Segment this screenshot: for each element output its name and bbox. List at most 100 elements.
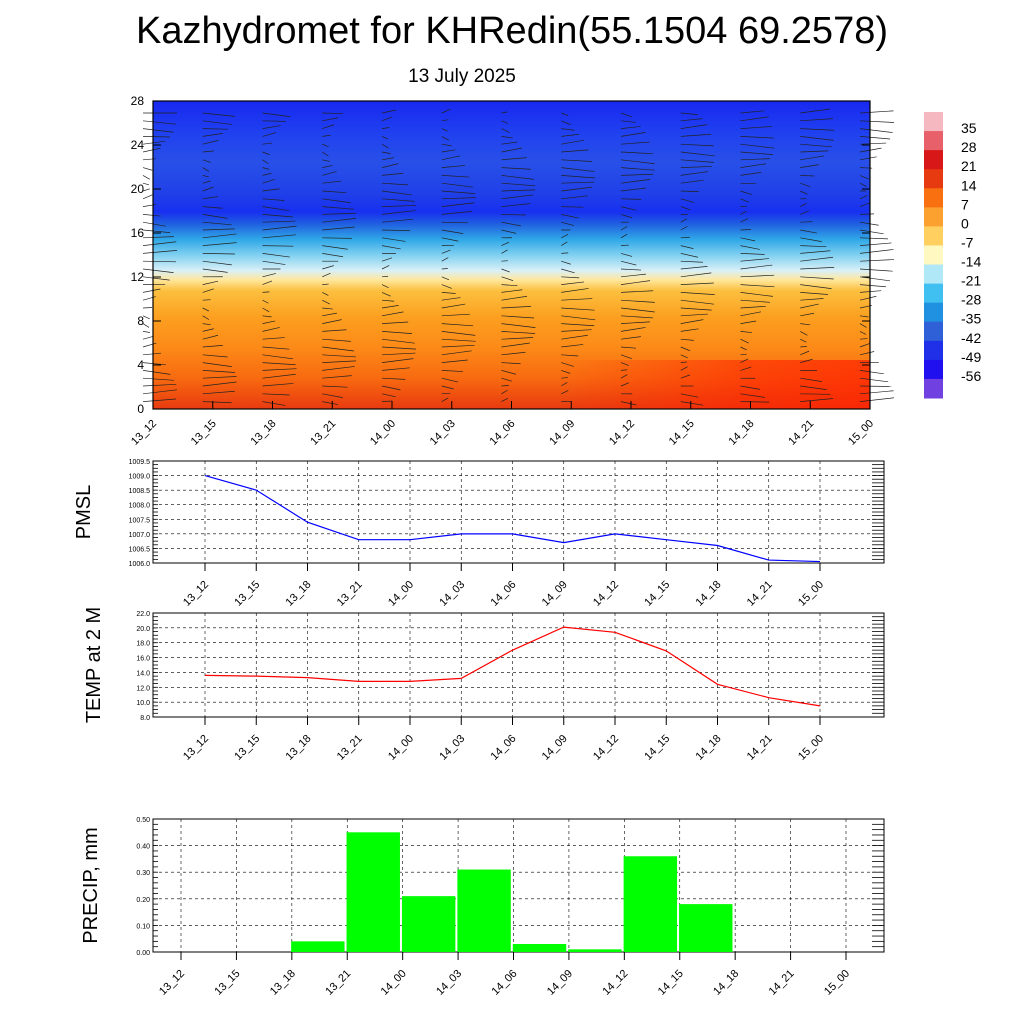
xtick-label: 14_00 [386,733,416,763]
wind-barb [561,307,595,311]
wind-barb [202,315,210,320]
wind-barb [501,260,508,262]
wind-barb [740,358,749,363]
wind-barb [142,370,171,375]
wind-barb [800,298,824,301]
wind-barb [561,181,595,184]
wind-barb [441,175,470,178]
wind-barb [322,124,335,129]
wind-barb [381,304,399,309]
wind-barb [142,315,150,320]
wind-barb [740,116,769,122]
wind-barb [501,362,521,365]
wind-barb [262,280,273,285]
xtick-label: 15_00 [796,733,826,763]
wind-barb [142,383,177,387]
wind-barb [381,198,415,202]
wind-barb [441,211,472,215]
wind-barb [859,147,882,153]
wind-barb [381,172,404,176]
wind-barb [441,229,464,234]
ytick-label: 20.0 [136,626,150,633]
wind-barb [680,354,688,359]
wind-barb [202,186,214,192]
wind-barb [501,323,536,328]
xtick-label: 14_09 [540,579,570,609]
wind-barb [859,120,894,123]
wind-barb [381,218,414,223]
wind-barb [381,358,414,363]
wind-barb [322,237,352,239]
heatmap-ytick-label: 16 [131,226,145,240]
wind-barb [680,260,703,263]
wind-barb [202,288,214,293]
wind-barb [740,292,773,297]
wind-barb [620,214,633,219]
xtick-label: 14_09 [540,733,570,763]
xtick-label: 14_12 [591,579,621,609]
wind-barb [322,134,331,137]
ylabel: PMSL [73,485,95,539]
wind-barb [561,298,593,301]
wind-barb [501,167,531,170]
line-panel-frame [152,460,885,564]
wind-barb [620,260,637,266]
wind-barb [322,117,339,122]
wind-barb [322,375,352,379]
wind-barb [680,282,714,285]
wind-barb [381,190,412,196]
wind-barb [620,354,632,359]
wind-barb [322,272,331,278]
wind-barb [740,190,753,195]
wind-barb [800,182,811,188]
wind-barb [501,120,508,124]
colorbar-segment [924,188,943,208]
wind-barb [262,327,280,332]
wind-barb [381,275,389,278]
wind-barb [501,295,528,301]
precip-bar [346,832,400,952]
wind-barb [441,292,456,294]
wind-barb [561,329,592,332]
wind-barb [441,297,461,301]
wind-barb [501,306,532,309]
colorbar-segment [924,264,943,285]
colorbar-segment [924,112,943,132]
wind-barb [322,198,351,204]
wind-barb [381,299,395,302]
wind-barb [322,360,357,363]
wind-barb [859,315,869,318]
wind-barb [142,323,150,328]
wind-barb [202,133,224,137]
wind-barb [501,389,508,395]
heatmap-xtick-label: 14_12 [607,418,637,448]
wind-barb [142,136,170,138]
colorbar-label: 0 [961,215,969,231]
wind-barb [322,312,337,317]
ytick-label: 16.0 [136,656,150,663]
wind-barb [620,374,628,379]
wind-barb [142,214,161,217]
xtick-label: 14_21 [745,579,775,609]
wind-barb [262,260,286,265]
wind-barb [381,393,396,398]
wind-barb [262,198,285,201]
wind-barb [800,267,835,270]
wind-barb [441,397,449,402]
wind-barb [501,284,518,287]
wind-barb [441,136,450,141]
xtick-label: 13_18 [284,579,314,609]
wind-barb [142,296,156,301]
wind-barb [441,190,476,194]
wind-barb [381,311,404,317]
colorbar-segment [924,169,943,189]
wind-barb [740,305,766,309]
wind-barb [680,166,712,168]
ytick-label: 1008.0 [129,503,151,510]
wind-barb [322,338,351,342]
ytick-label: 1009.0 [129,474,151,481]
wind-barb [620,268,642,271]
heatmap-xtick-label: 14_09 [547,418,577,448]
colorbar-label: 7 [961,196,969,212]
